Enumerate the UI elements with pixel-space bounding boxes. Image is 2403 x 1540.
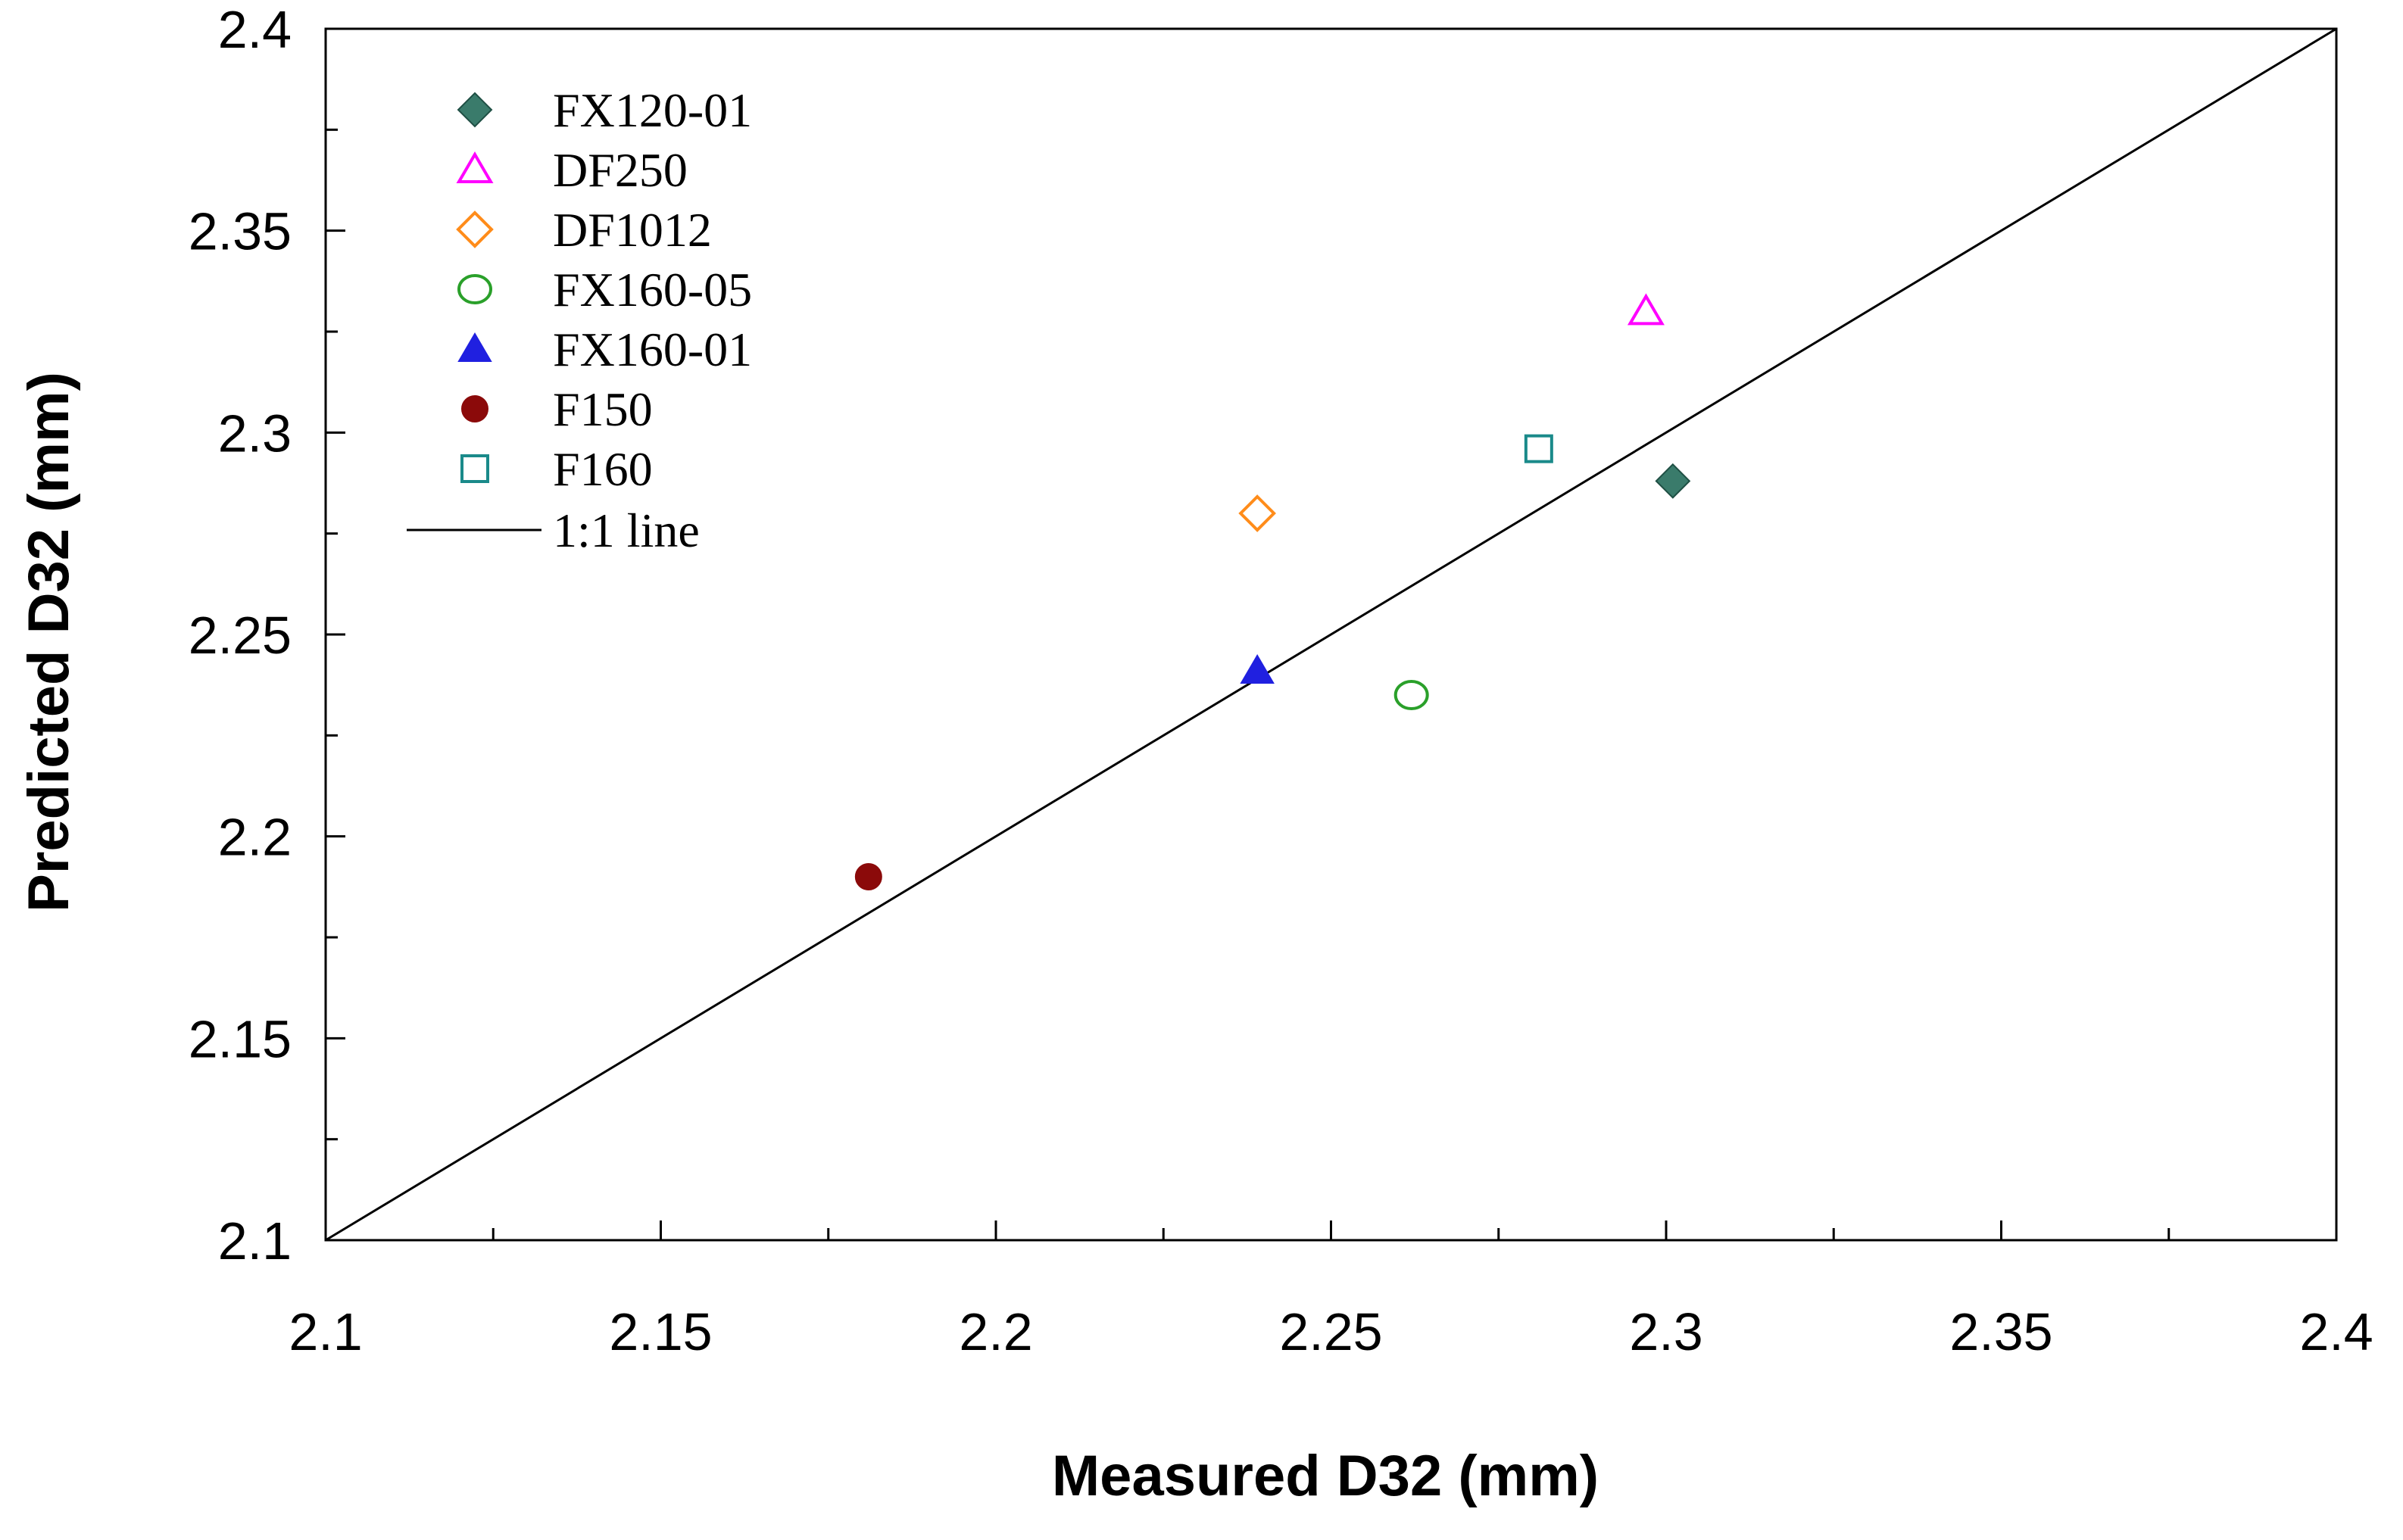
y-tick-label: 2.4 xyxy=(218,0,292,59)
x-tick-label: 2.35 xyxy=(1949,1302,2052,1361)
legend-marker-f160 xyxy=(460,454,489,483)
data-point-fx160-01 xyxy=(1240,654,1275,684)
legend-marker-df250 xyxy=(456,151,494,183)
legend-marker-fx120-01 xyxy=(457,92,493,128)
y-tick-label: 2.2 xyxy=(218,808,292,867)
data-point-fx160-05 xyxy=(1393,680,1429,710)
x-tick-label: 2.2 xyxy=(959,1302,1032,1361)
y-axis-title: Predicted D32 (mm) xyxy=(17,372,81,912)
y-tick-label: 2.35 xyxy=(189,202,292,261)
legend-label-fx160-05: FX160-05 xyxy=(553,263,752,316)
reference-line-layer xyxy=(325,27,2337,1242)
legend-marker-fx160-01 xyxy=(457,332,492,362)
data-point-fx120-01 xyxy=(1655,463,1691,499)
axis-ticks: 2.1 2.15 2.2 2.25 2.3 2.35 2.4 2.1 2.15 2.2 2.25 2.… xyxy=(189,0,2373,1361)
one-to-one-line xyxy=(325,27,2337,1242)
legend-label-one-to-one: 1:1 line xyxy=(553,503,700,557)
y-tick-label: 2.15 xyxy=(189,1009,292,1068)
y-tick-label: 2.25 xyxy=(189,606,292,665)
data-point-f160 xyxy=(1524,434,1553,463)
legend-marker-f150 xyxy=(461,395,488,422)
legend-label-fx160-01: FX160-01 xyxy=(553,323,752,376)
y-tick-label: 2.1 xyxy=(218,1211,292,1270)
data-points xyxy=(854,293,1691,890)
x-axis-title: Measured D32 (mm) xyxy=(1052,1444,1599,1508)
legend-label-f160: F160 xyxy=(553,442,653,496)
x-tick-label: 2.15 xyxy=(609,1302,712,1361)
legend-label-fx120-01: FX120-01 xyxy=(553,83,752,137)
legend-label-df250: DF250 xyxy=(553,143,688,197)
data-point-df250 xyxy=(1627,293,1665,326)
data-point-f150 xyxy=(854,863,882,890)
legend-marker-df1012 xyxy=(456,210,494,248)
legend: FX120-01 DF250 DF1012 FX160-05 FX160-01 F150 F… xyxy=(407,83,752,557)
legend-label-f150: F150 xyxy=(553,382,653,436)
x-tick-label: 2.25 xyxy=(1279,1302,1382,1361)
x-tick-label: 2.1 xyxy=(289,1302,362,1361)
legend-marker-fx160-05 xyxy=(457,274,492,304)
y-tick-label: 2.3 xyxy=(218,404,292,463)
data-point-df1012 xyxy=(1238,494,1276,532)
x-tick-label: 2.4 xyxy=(2299,1302,2373,1361)
legend-label-df1012: DF1012 xyxy=(553,203,712,257)
x-tick-label: 2.3 xyxy=(1629,1302,1702,1361)
